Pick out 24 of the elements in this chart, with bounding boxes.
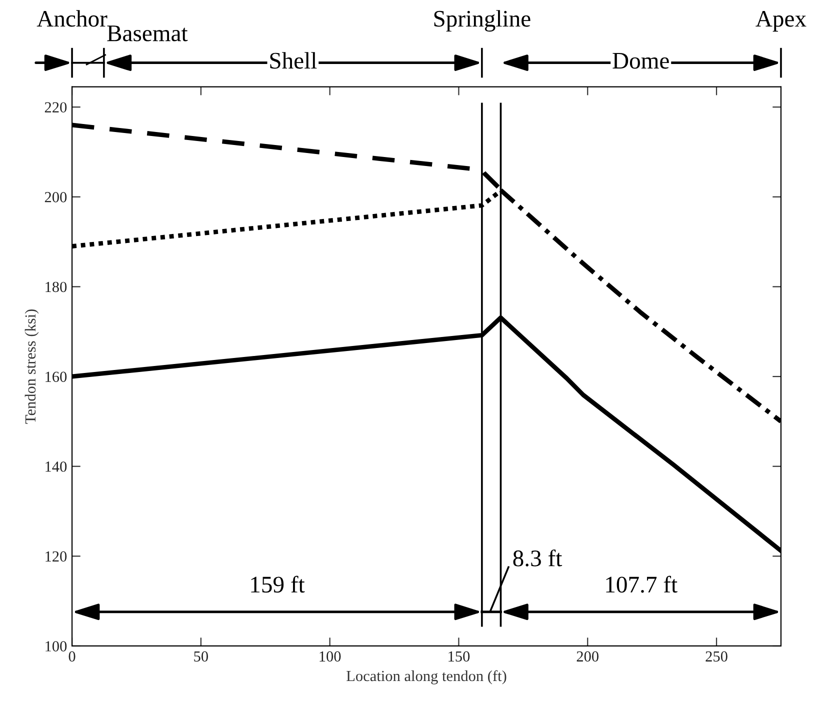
y-tick-label: 220 bbox=[44, 102, 67, 112]
y-tick-label: 140 bbox=[46, 461, 67, 472]
y-tick-label: 200 bbox=[44, 192, 67, 202]
y-tick-label: 120 bbox=[46, 551, 67, 562]
annotation: 107.7 ft bbox=[606, 576, 678, 593]
annotation: 8.3 ft bbox=[513, 549, 562, 566]
text: Basemat bbox=[107, 26, 188, 42]
annotation: Apex bbox=[756, 10, 806, 32]
y-tick-label: 180 bbox=[46, 282, 67, 292]
x-tick-label: 200 bbox=[576, 651, 598, 662]
annotation: Anchor bbox=[36, 10, 108, 27]
y-axis-title: Tendon stress (ksi) bbox=[24, 309, 39, 424]
x-tick-label: 0 bbox=[68, 651, 76, 662]
x-tick-label: 150 bbox=[448, 651, 470, 662]
y-tick-label: 100 bbox=[46, 641, 67, 652]
x-tick-label: 50 bbox=[194, 651, 208, 662]
text: Dome bbox=[612, 53, 669, 69]
text: Shell bbox=[270, 52, 317, 69]
x-tick-label: 250 bbox=[706, 651, 728, 662]
x-tick-label: 100 bbox=[320, 651, 341, 662]
annotation: Springline bbox=[434, 10, 530, 32]
x-axis-title: Location along tendon (ft) bbox=[346, 670, 506, 684]
y-tick-label: 160 bbox=[46, 372, 67, 382]
annotation: 159 ft bbox=[251, 576, 305, 593]
